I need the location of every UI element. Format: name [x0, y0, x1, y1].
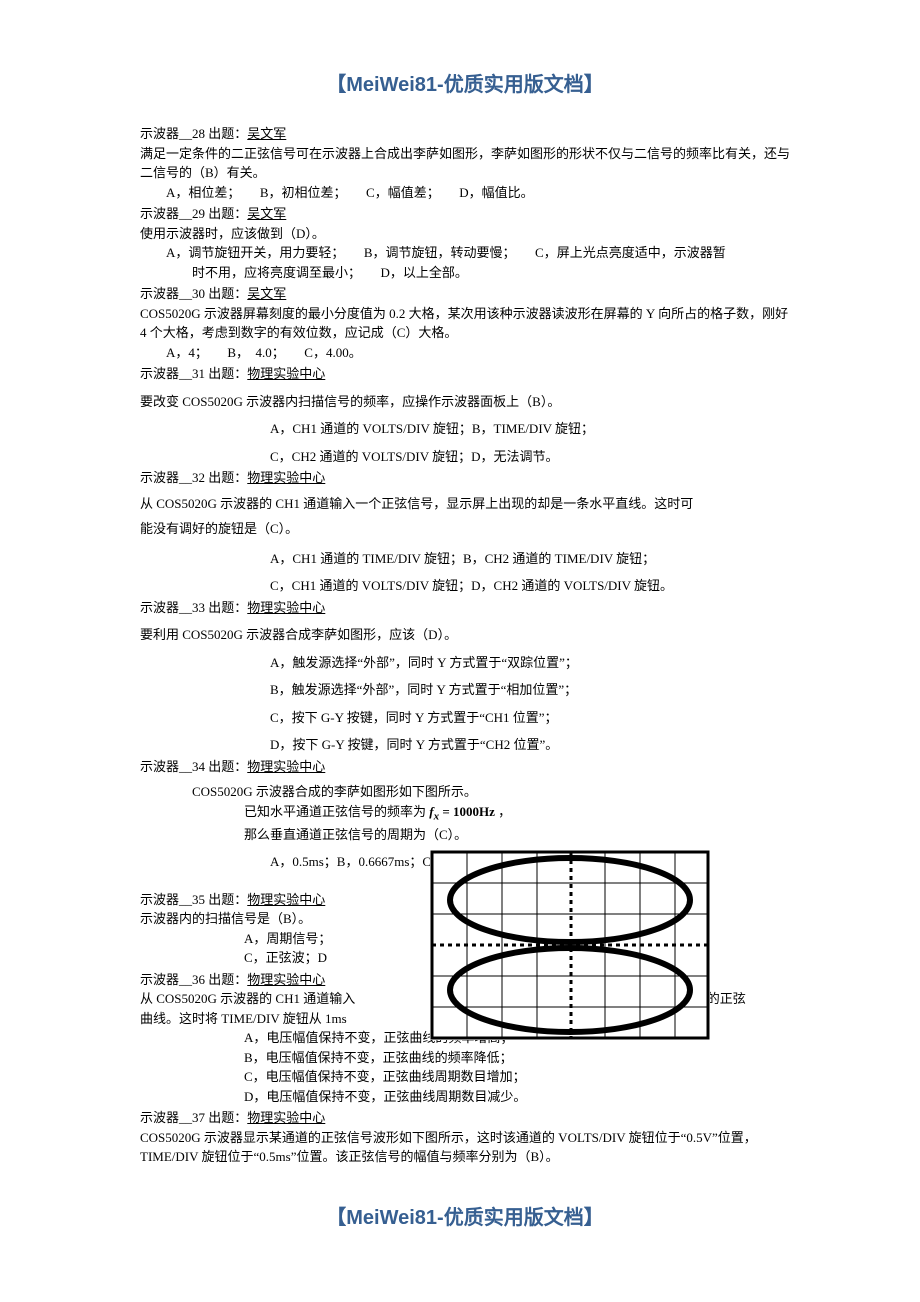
q-options: D，电压幅值保持不变，正弦曲线周期数目减少。: [140, 1087, 790, 1107]
question-31: 示波器__31 出题：物理实验中心 要改变 COS5020G 示波器内扫描信号的…: [140, 364, 790, 466]
q-options: B，触发源选择“外部”，同时 Y 方式置于“相加位置”；: [140, 680, 790, 700]
formula-fx: fx = 1000Hz: [429, 804, 495, 819]
q-stem: COS5020G 示波器屏幕刻度的最小分度值为 0.2 大格，某次用该种示波器读…: [140, 304, 790, 343]
q-options: A，触发源选择“外部”，同时 Y 方式置于“双踪位置”；: [140, 653, 790, 673]
q-label: 示波器__33 出题：: [140, 600, 247, 615]
q-label: 示波器__36 出题：: [140, 972, 247, 987]
q-stem: 那么垂直通道正弦信号的周期为（C）。: [140, 825, 790, 845]
q-stem: 要利用 COS5020G 示波器合成李萨如图形，应该（D）。: [140, 625, 790, 645]
q-label: 示波器__30 出题：: [140, 286, 247, 301]
q-stem: 从 COS5020G 示波器的 CH1 通道输入一个正弦信号，显示屏上出现的却是…: [140, 494, 790, 514]
q-options: A，CH1 通道的 TIME/DIV 旋钮；B，CH2 通道的 TIME/DIV…: [140, 549, 790, 569]
author-link[interactable]: 物理实验中心: [247, 1110, 325, 1125]
question-28: 示波器__28 出题：吴文军 满足一定条件的二正弦信号可在示波器上合成出李萨如图…: [140, 124, 790, 202]
q-options: A，相位差； B，初相位差； C，幅值差； D，幅值比。: [140, 183, 790, 203]
author-link[interactable]: 物理实验中心: [247, 892, 325, 907]
page-footer: 【MeiWei81-优质实用版文档】: [140, 1203, 790, 1233]
q-options: 时不用，应将亮度调至最小； D，以上全部。: [140, 263, 790, 283]
q-stem: 满足一定条件的二正弦信号可在示波器上合成出李萨如图形，李萨如图形的形状不仅与二信…: [140, 144, 790, 183]
q-options: C，CH1 通道的 VOLTS/DIV 旋钮；D，CH2 通道的 VOLTS/D…: [140, 576, 790, 596]
document-page: 【MeiWei81-优质实用版文档】 示波器__28 出题：吴文军 满足一定条件…: [0, 0, 920, 1302]
q-label: 示波器__28 出题：: [140, 126, 247, 141]
q-stem: COS5020G 示波器合成的李萨如图形如下图所示。: [140, 782, 790, 802]
q-options: C，CH2 通道的 VOLTS/DIV 旋钮；D，无法调节。: [140, 447, 790, 467]
author-link[interactable]: 物理实验中心: [247, 366, 325, 381]
q-label: 示波器__31 出题：: [140, 366, 247, 381]
q-label: 示波器__35 出题：: [140, 892, 247, 907]
q-options: C，按下 G-Y 按键，同时 Y 方式置于“CH1 位置”；: [140, 708, 790, 728]
question-37: 示波器__37 出题：物理实验中心 COS5020G 示波器显示某通道的正弦信号…: [140, 1108, 790, 1167]
author-link[interactable]: 吴文军: [247, 206, 286, 221]
question-30: 示波器__30 出题：吴文军 COS5020G 示波器屏幕刻度的最小分度值为 0…: [140, 284, 790, 362]
q-options: A，调节旋钮开关，用力要轻； B，调节旋钮，转动要慢； C，屏上光点亮度适中，示…: [140, 243, 790, 263]
q-stem: COS5020G 示波器显示某通道的正弦信号波形如下图所示，这时该通道的 VOL…: [140, 1128, 790, 1167]
q-label: 示波器__29 出题：: [140, 206, 247, 221]
q-options: B，电压幅值保持不变，正弦曲线的频率降低；: [140, 1048, 790, 1068]
q-stem: 已知水平通道正弦信号的频率为 fx = 1000Hz ，: [140, 802, 790, 825]
q-options: D，按下 G-Y 按键，同时 Y 方式置于“CH2 位置”。: [140, 735, 790, 755]
q-label: 示波器__37 出题：: [140, 1110, 247, 1125]
q-stem: 能没有调好的旋钮是（C）。: [140, 519, 790, 539]
document-body: 示波器__28 出题：吴文军 满足一定条件的二正弦信号可在示波器上合成出李萨如图…: [140, 124, 790, 1167]
page-header: 【MeiWei81-优质实用版文档】: [140, 70, 790, 100]
q-options: A，4； B， 4.0； C，4.00。: [140, 343, 790, 363]
question-29: 示波器__29 出题：吴文军 使用示波器时，应该做到（D）。 A，调节旋钮开关，…: [140, 204, 790, 282]
q-label: 示波器__34 出题：: [140, 759, 247, 774]
author-link[interactable]: 吴文军: [247, 286, 286, 301]
author-link[interactable]: 物理实验中心: [247, 972, 325, 987]
q-options: C，电压幅值保持不变，正弦曲线周期数目增加；: [140, 1067, 790, 1087]
lissajous-figure: [430, 850, 710, 1040]
q-options: A，CH1 通道的 VOLTS/DIV 旋钮；B，TIME/DIV 旋钮；: [140, 419, 790, 439]
q-stem: 使用示波器时，应该做到（D）。: [140, 224, 790, 244]
q-stem: 要改变 COS5020G 示波器内扫描信号的频率，应操作示波器面板上（B）。: [140, 392, 790, 412]
q-label: 示波器__32 出题：: [140, 470, 247, 485]
question-32: 示波器__32 出题：物理实验中心 从 COS5020G 示波器的 CH1 通道…: [140, 468, 790, 596]
author-link[interactable]: 吴文军: [247, 126, 286, 141]
author-link[interactable]: 物理实验中心: [247, 759, 325, 774]
author-link[interactable]: 物理实验中心: [247, 600, 325, 615]
figure-wrap: 示波器__35 出题：物理实验中心 示波器内的扫描信号是（B）。 A，周期信号；…: [140, 890, 790, 1107]
question-33: 示波器__33 出题：物理实验中心 要利用 COS5020G 示波器合成李萨如图…: [140, 598, 790, 755]
author-link[interactable]: 物理实验中心: [247, 470, 325, 485]
